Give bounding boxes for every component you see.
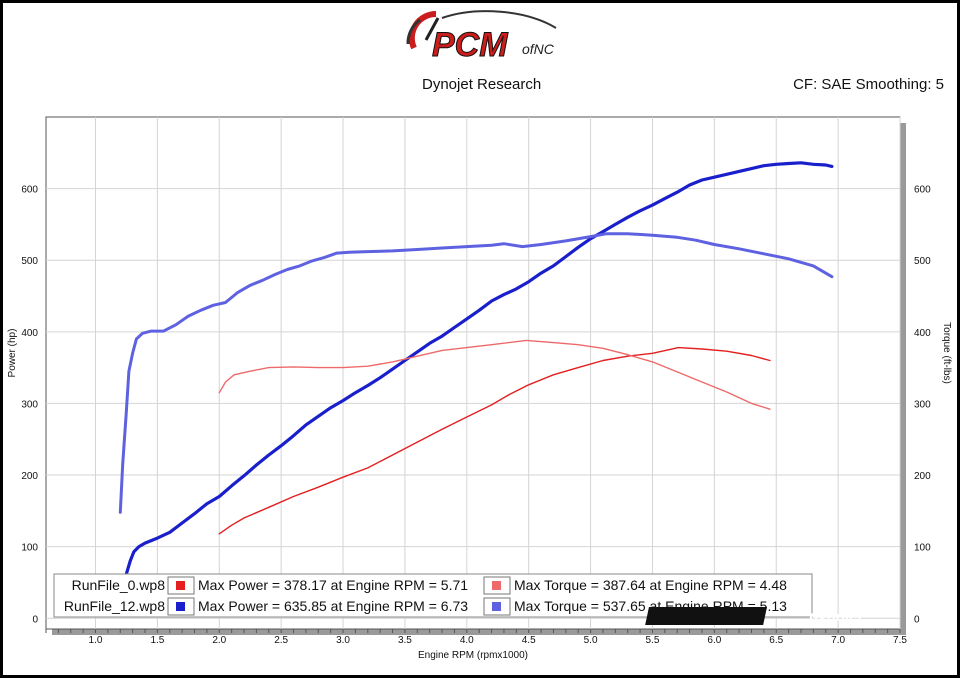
series-line-3: [218, 339, 771, 410]
y2-axis-label: Torque (ft-lbs): [941, 322, 952, 384]
y-tick-label: 500: [21, 256, 38, 267]
y-tick-label: 0: [32, 614, 38, 625]
logo-text: PCM: [432, 26, 508, 64]
dynojet-brand: dynojet: [645, 607, 864, 625]
series-line-2: [218, 346, 771, 535]
x-tick-label: 3.5: [398, 635, 412, 646]
x-tick-label: 6.0: [707, 635, 721, 646]
x-tick-label: 7.5: [893, 635, 907, 646]
logo-needle: [424, 17, 440, 41]
legend-power-swatch-0: [176, 581, 185, 590]
logo-arc: [406, 18, 421, 45]
y2-tick-label: 500: [914, 256, 931, 267]
x-tick-label: 4.5: [522, 635, 536, 646]
y2-tick-label: 100: [914, 543, 931, 554]
x-tick-label: 2.0: [212, 635, 226, 646]
x-tick-label: 7.0: [831, 635, 845, 646]
grid: [46, 117, 901, 629]
page-title: Dynojet Research: [422, 76, 542, 93]
legend-file-1: RunFile_12.wp8: [64, 598, 165, 614]
x-tick-label: 6.5: [769, 635, 783, 646]
series-line-0: [121, 161, 834, 588]
legend-power-swatch-1: [176, 602, 185, 611]
x-tick-label: 1.0: [89, 635, 103, 646]
y2-tick-label: 200: [914, 471, 931, 482]
x-tick-label: 5.5: [646, 635, 660, 646]
y2-tick-label: 400: [914, 328, 931, 339]
x-tick-label: 5.0: [584, 635, 598, 646]
legend-torque-swatch-1: [492, 602, 501, 611]
x-tick-label: 3.0: [336, 635, 350, 646]
logo-suffix: ofNC: [522, 41, 555, 57]
pcm-logo: PCM ofNC: [406, 10, 557, 65]
x-tick-label: 1.5: [150, 635, 164, 646]
y-tick-label: 300: [21, 399, 38, 410]
plot-area: [45, 116, 901, 630]
y-tick-label: 100: [21, 543, 38, 554]
dynojet-brand-text: dynojet: [809, 608, 863, 625]
legend-torque-swatch-0: [492, 581, 501, 590]
y-tick-label: 600: [21, 185, 38, 196]
y-tick-label: 200: [21, 471, 38, 482]
legend-max-power-1: Max Power = 635.85 at Engine RPM = 6.73: [198, 598, 468, 614]
logo-car-roof: [441, 10, 557, 29]
legend-max-power-0: Max Power = 378.17 at Engine RPM = 5.71: [198, 577, 468, 593]
y2-tick-label: 0: [914, 614, 920, 625]
legend-file-0: RunFile_0.wp8: [72, 577, 166, 593]
y2-tick-label: 300: [914, 399, 931, 410]
tick-labels: 1.0 1.5 2.0 2.5 3.0 3.5 4.0 4.5 5.0 5.5 6.0 6.5 7.0 7…: [21, 185, 931, 646]
y-axis-label: Power (hp): [7, 329, 18, 378]
y2-tick-label: 600: [914, 185, 931, 196]
x-tick-label: 2.5: [274, 635, 288, 646]
x-axis-label: Engine RPM (rpmx1000): [418, 650, 528, 661]
series-line-1: [118, 232, 834, 514]
legend-max-torque-0: Max Torque = 387.64 at Engine RPM = 4.48: [514, 577, 787, 593]
series-lines: [118, 161, 834, 588]
dynojet-brand-bg: [645, 607, 767, 625]
y-tick-label: 400: [21, 328, 38, 339]
settings-label: CF: SAE Smoothing: 5: [793, 76, 944, 93]
x-tick-label: 4.0: [460, 635, 474, 646]
